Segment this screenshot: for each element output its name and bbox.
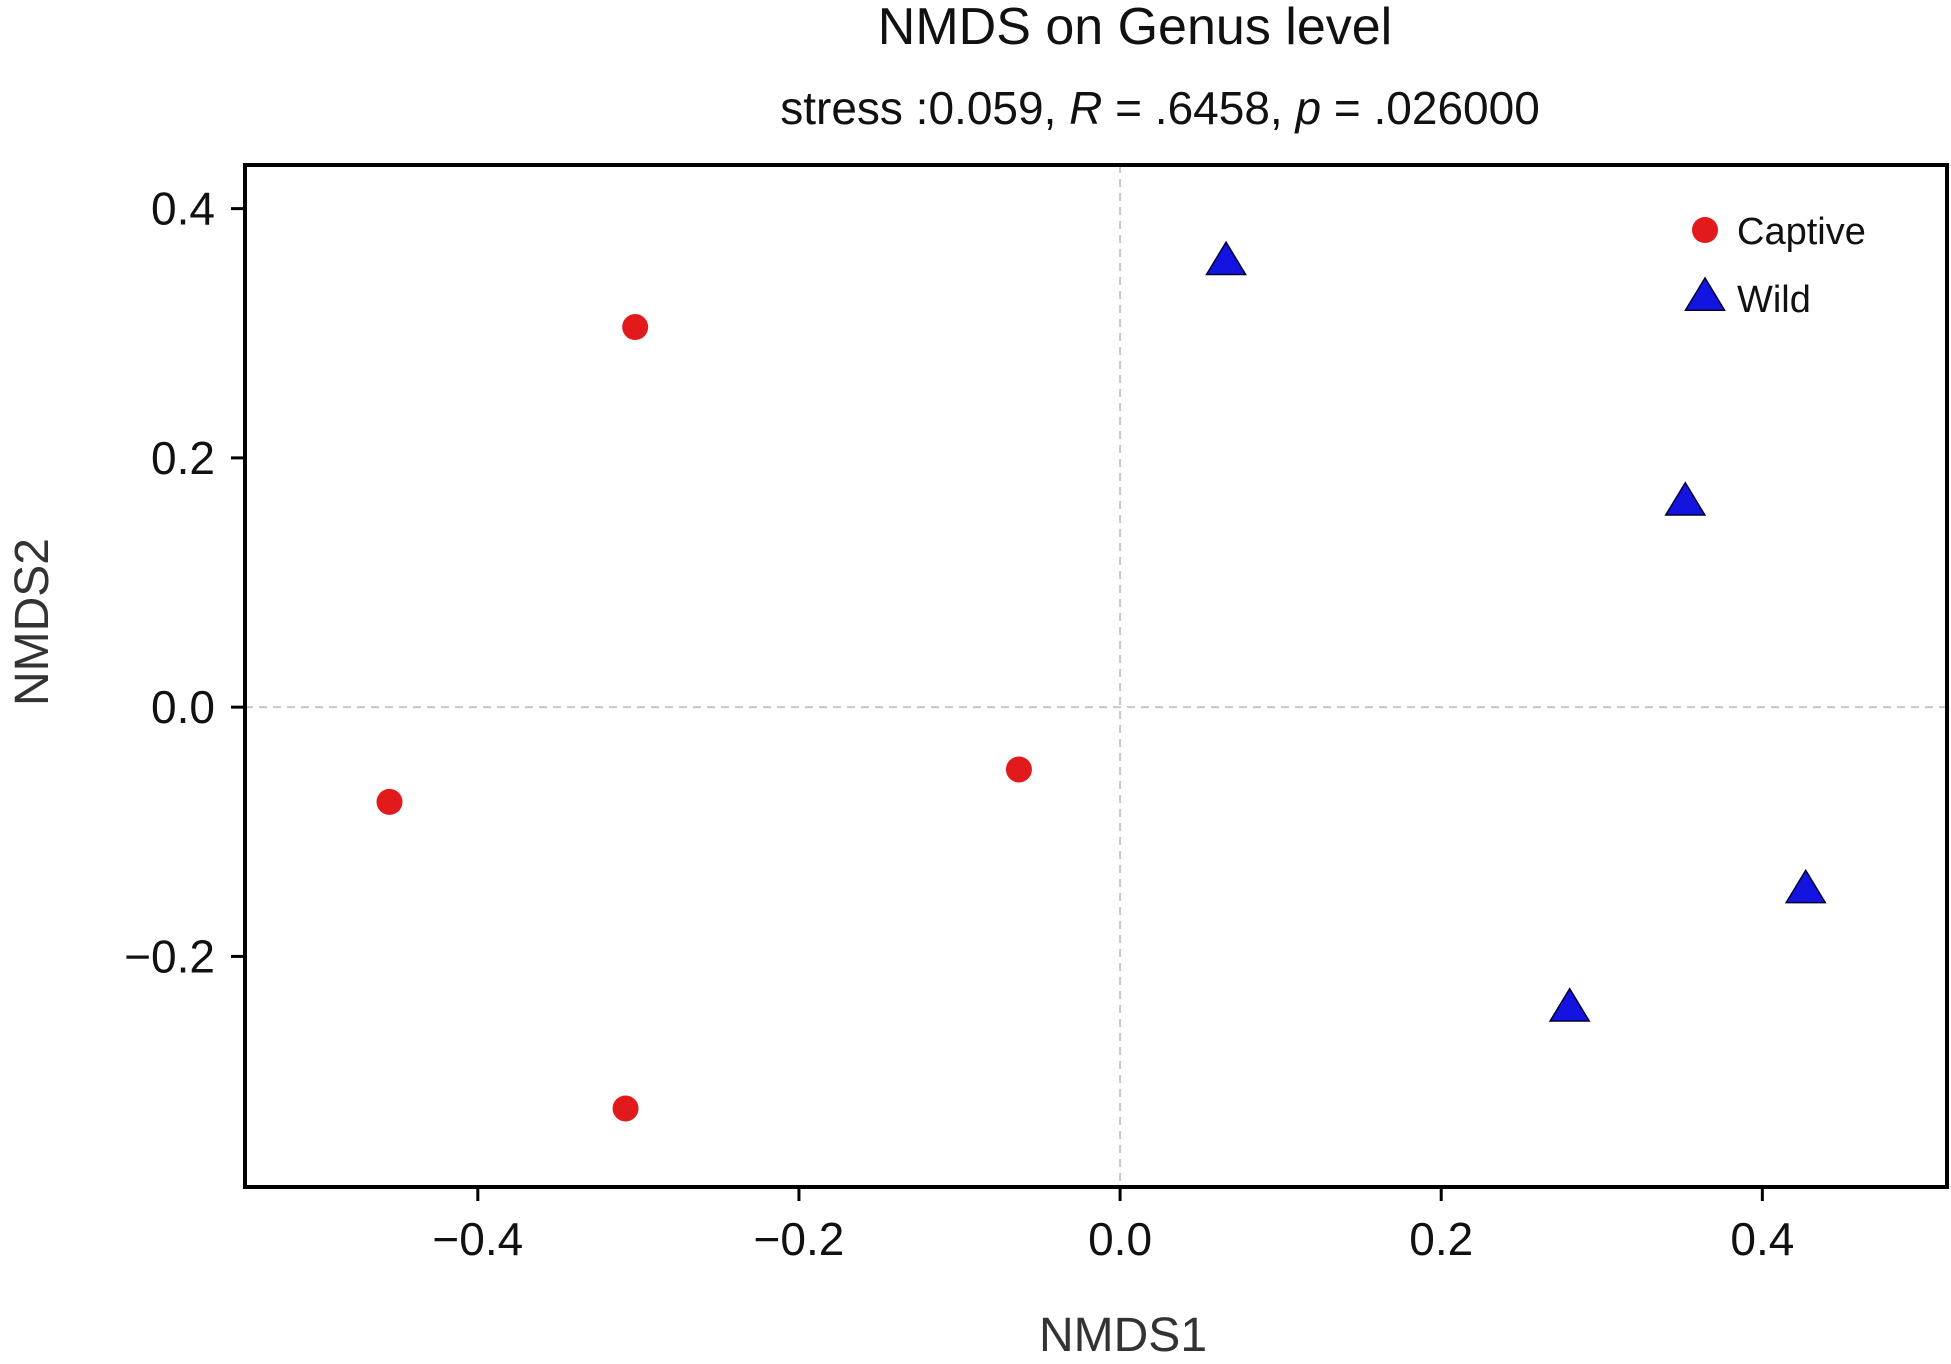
plot-frame bbox=[243, 163, 1949, 1189]
y-axis-ticks: −0.2 0.0 0.2 0.4 bbox=[124, 183, 245, 982]
legend: Captive Wild bbox=[1684, 211, 1866, 321]
x-axis-title: NMDS1 bbox=[1039, 1309, 1207, 1359]
subtitle-r-text: = .6458, bbox=[1102, 82, 1295, 134]
wild-point-triangle bbox=[1664, 481, 1707, 516]
captive-point-circle bbox=[612, 1095, 639, 1122]
captive-point-circle bbox=[622, 314, 649, 341]
subtitle-r-symbol: R bbox=[1069, 82, 1102, 134]
chart-title: NMDS on Genus level bbox=[878, 0, 1392, 56]
y-tick-label: 0.4 bbox=[151, 183, 215, 235]
legend-marker-captive bbox=[1692, 217, 1718, 243]
legend-label-wild: Wild bbox=[1737, 279, 1811, 321]
subtitle-p-text: = .026000 bbox=[1321, 82, 1540, 134]
x-tick-label: 0.2 bbox=[1409, 1213, 1473, 1265]
x-axis-ticks: −0.4 −0.2 0.0 0.2 0.4 bbox=[432, 1187, 1794, 1265]
data-points bbox=[376, 240, 1827, 1122]
y-tick-label: 0.0 bbox=[151, 681, 215, 733]
chart-subtitle: stress :0.059, R = .6458, p = .026000 bbox=[780, 82, 1540, 134]
wild-point-triangle bbox=[1205, 240, 1247, 276]
legend-label-captive: Captive bbox=[1737, 211, 1866, 253]
x-tick-label: −0.2 bbox=[754, 1213, 845, 1265]
subtitle-stress-text: stress :0.059, bbox=[780, 82, 1069, 134]
wild-point-triangle bbox=[1784, 868, 1827, 904]
x-tick-label: −0.4 bbox=[432, 1213, 523, 1265]
y-axis-title: NMDS2 bbox=[6, 538, 59, 706]
legend-marker-wild bbox=[1684, 276, 1726, 312]
x-tick-label: 0.4 bbox=[1730, 1213, 1794, 1265]
captive-point-circle bbox=[1005, 756, 1032, 783]
y-tick-label: −0.2 bbox=[124, 930, 215, 982]
x-tick-label: 0.0 bbox=[1088, 1213, 1152, 1265]
captive-point-circle bbox=[376, 788, 403, 815]
wild-point-triangle bbox=[1548, 987, 1591, 1022]
subtitle-p-symbol: p bbox=[1293, 82, 1321, 134]
y-tick-label: 0.2 bbox=[151, 432, 215, 484]
